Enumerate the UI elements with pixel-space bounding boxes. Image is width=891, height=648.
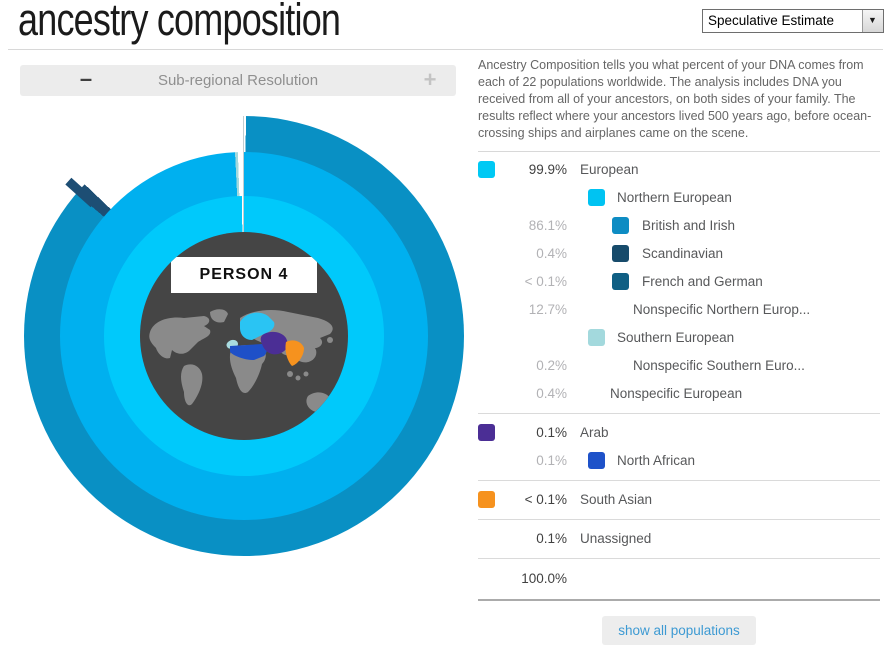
legend-row[interactable]: 86.1% British and Irish bbox=[478, 212, 880, 240]
description-text: Ancestry Composition tells you what perc… bbox=[478, 58, 872, 140]
legend-row[interactable]: 0.1% Unassigned bbox=[478, 525, 880, 553]
legend-row[interactable]: 0.4% Nonspecific European bbox=[478, 380, 880, 408]
legend-rows: 99.9% European Northern European 86.1% Briti… bbox=[478, 156, 880, 601]
resolution-bar: – Sub-regional Resolution + bbox=[20, 65, 456, 96]
resolution-label: Sub-regional Resolution bbox=[157, 72, 319, 89]
legend-row[interactable]: 99.9% European bbox=[478, 156, 880, 184]
map-south-america bbox=[181, 364, 203, 406]
divider bbox=[478, 151, 880, 152]
legend-row[interactable]: 0.1% Arab bbox=[478, 419, 880, 447]
chart-center-globe: PERSON 4 bbox=[140, 232, 348, 440]
legend-label: Nonspecific Northern Europ... bbox=[633, 302, 811, 317]
legend-total-row: 100.0% bbox=[478, 564, 880, 594]
legend-row[interactable]: 0.1% North African bbox=[478, 447, 880, 475]
legend-swatch bbox=[588, 329, 605, 346]
legend-percent: 0.2% bbox=[536, 358, 567, 373]
legend-percent: 0.4% bbox=[536, 246, 567, 261]
legend-label: British and Irish bbox=[642, 218, 736, 233]
legend-label: Arab bbox=[580, 425, 609, 440]
divider bbox=[478, 480, 880, 481]
estimate-dropdown-value: Speculative Estimate bbox=[708, 13, 835, 28]
legend-percent: 12.7% bbox=[528, 302, 567, 317]
legend-label: Unassigned bbox=[580, 531, 652, 546]
estimate-dropdown[interactable]: Speculative Estimate ▼ bbox=[702, 9, 884, 33]
legend-label: Northern European bbox=[617, 190, 732, 205]
legend-percent: 100.0% bbox=[521, 571, 567, 586]
divider bbox=[478, 413, 880, 414]
map-region-north-africa bbox=[230, 344, 267, 360]
legend-percent: 86.1% bbox=[528, 218, 567, 233]
legend-swatch bbox=[478, 424, 495, 441]
show-all-populations-button[interactable]: show all populations bbox=[602, 616, 756, 645]
legend-row[interactable]: 12.7% Nonspecific Northern Europ... bbox=[478, 296, 880, 324]
dropdown-button[interactable]: ▼ bbox=[862, 10, 883, 32]
legend-swatch bbox=[588, 452, 605, 469]
legend-label: French and German bbox=[642, 274, 763, 289]
legend-row[interactable]: 0.4% Scandinavian bbox=[478, 240, 880, 268]
world-map bbox=[149, 309, 340, 426]
dropdown-arrow-icon: ▼ bbox=[868, 15, 877, 25]
legend-percent: 99.9% bbox=[528, 162, 567, 177]
legend-label: Nonspecific Southern Euro... bbox=[633, 358, 805, 373]
plus-icon: + bbox=[423, 67, 437, 92]
legend-label: South Asian bbox=[580, 492, 653, 507]
map-australia bbox=[306, 392, 331, 412]
legend-row[interactable]: < 0.1% French and German bbox=[478, 268, 880, 296]
legend-row[interactable]: Northern European bbox=[478, 184, 880, 212]
minus-icon: – bbox=[79, 66, 93, 91]
person-label: PERSON 4 bbox=[171, 257, 317, 293]
legend-swatch bbox=[612, 245, 629, 262]
legend-label: North African bbox=[617, 453, 696, 468]
legend-label: Nonspecific European bbox=[610, 386, 743, 401]
divider bbox=[478, 558, 880, 559]
increase-resolution-button[interactable]: + bbox=[410, 65, 450, 96]
legend-label: Scandinavian bbox=[642, 246, 724, 261]
map-north-america bbox=[149, 316, 211, 359]
legend-swatch bbox=[612, 273, 629, 290]
map-greenland bbox=[210, 309, 228, 323]
map-region-middle-east bbox=[260, 331, 288, 355]
header-divider bbox=[8, 49, 883, 50]
results-panel: Ancestry Composition tells you what perc… bbox=[478, 57, 880, 645]
legend-row[interactable]: 0.2% Nonspecific Southern Euro... bbox=[478, 352, 880, 380]
legend-percent: < 0.1% bbox=[524, 492, 567, 507]
legend-swatch bbox=[478, 491, 495, 508]
legend-swatch bbox=[478, 161, 495, 178]
legend-label: Southern European bbox=[617, 330, 735, 345]
legend-swatch bbox=[588, 189, 605, 206]
map-region-europe bbox=[240, 312, 275, 340]
decrease-resolution-button[interactable]: – bbox=[64, 65, 108, 96]
legend-row[interactable]: Southern European bbox=[478, 324, 880, 352]
page-title: ancestry composition bbox=[18, 0, 341, 45]
divider bbox=[478, 519, 880, 520]
legend-percent: 0.1% bbox=[536, 531, 567, 546]
legend-swatch bbox=[612, 217, 629, 234]
legend-percent: 0.4% bbox=[536, 386, 567, 401]
legend-percent: 0.1% bbox=[536, 425, 567, 440]
legend-label: European bbox=[580, 162, 639, 177]
map-region-india bbox=[285, 340, 304, 366]
segment-divider-line bbox=[243, 116, 244, 233]
legend-row[interactable]: < 0.1% South Asian bbox=[478, 486, 880, 514]
divider bbox=[478, 599, 880, 601]
legend-percent: 0.1% bbox=[536, 453, 567, 468]
legend-percent: < 0.1% bbox=[524, 274, 567, 289]
